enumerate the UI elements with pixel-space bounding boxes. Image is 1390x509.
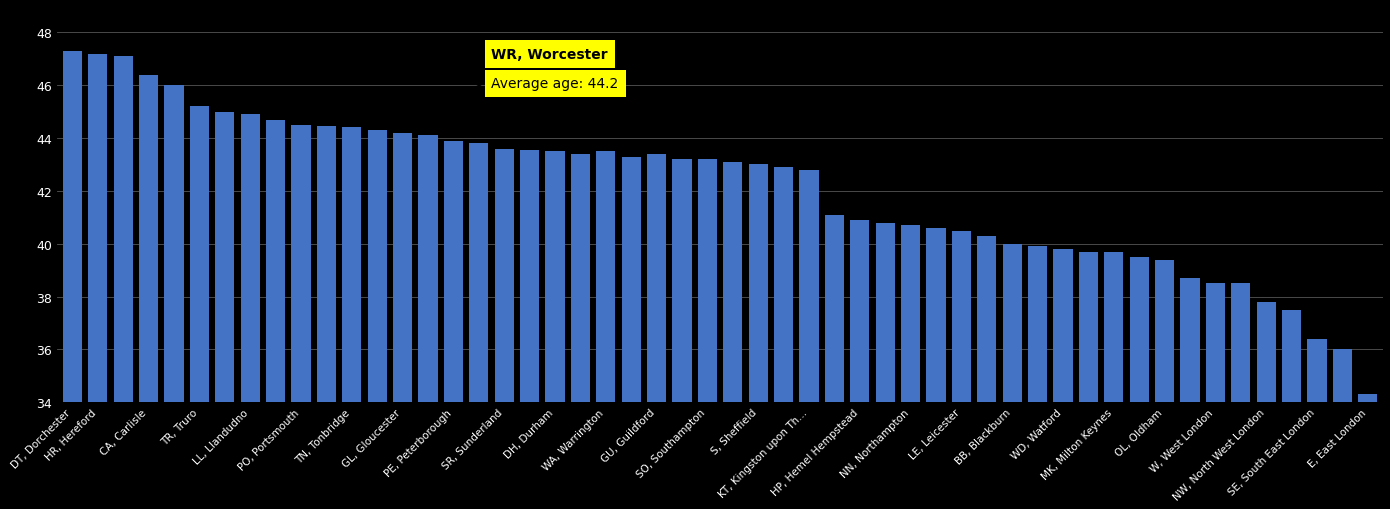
Bar [1029, 247, 1047, 509]
Bar [952, 231, 972, 509]
Bar [1207, 284, 1225, 509]
Bar [63, 52, 82, 509]
Bar [648, 155, 666, 509]
Bar [723, 162, 742, 509]
Bar [265, 120, 285, 509]
Bar [673, 160, 691, 509]
Bar [520, 151, 539, 509]
Bar [1155, 260, 1175, 509]
Bar [393, 133, 411, 509]
Bar [698, 160, 717, 509]
Bar [1104, 252, 1123, 509]
Bar [876, 223, 895, 509]
Bar [571, 155, 589, 509]
Bar [215, 112, 235, 509]
Bar [240, 115, 260, 509]
Bar [774, 168, 794, 509]
Bar [114, 57, 132, 509]
Bar [1180, 278, 1200, 509]
Bar [139, 75, 158, 509]
Bar [342, 128, 361, 509]
Bar [824, 215, 844, 509]
Bar [1002, 244, 1022, 509]
Bar [1054, 249, 1073, 509]
Bar [368, 131, 386, 509]
Bar [190, 107, 208, 509]
Bar [495, 149, 514, 509]
Bar [470, 144, 488, 509]
Bar [545, 152, 564, 509]
Bar [927, 229, 945, 509]
Bar [1358, 394, 1377, 509]
Bar [749, 165, 767, 509]
Bar [164, 86, 183, 509]
Bar [1308, 339, 1326, 509]
Bar [1333, 350, 1352, 509]
Bar [1079, 252, 1098, 509]
Bar [621, 157, 641, 509]
Bar [443, 142, 463, 509]
Bar [1257, 302, 1276, 509]
Bar [88, 54, 107, 509]
Bar [1130, 258, 1148, 509]
Text: WR, Worcester: WR, Worcester [492, 48, 607, 62]
Bar [418, 136, 438, 509]
Bar [851, 220, 869, 509]
Bar [1232, 284, 1251, 509]
Bar [901, 226, 920, 509]
Bar [292, 126, 310, 509]
Bar [977, 236, 997, 509]
Bar [596, 152, 616, 509]
Text: Average age: 44.2: Average age: 44.2 [492, 77, 619, 91]
Bar [1282, 310, 1301, 509]
Bar [317, 127, 336, 509]
Bar [799, 171, 819, 509]
